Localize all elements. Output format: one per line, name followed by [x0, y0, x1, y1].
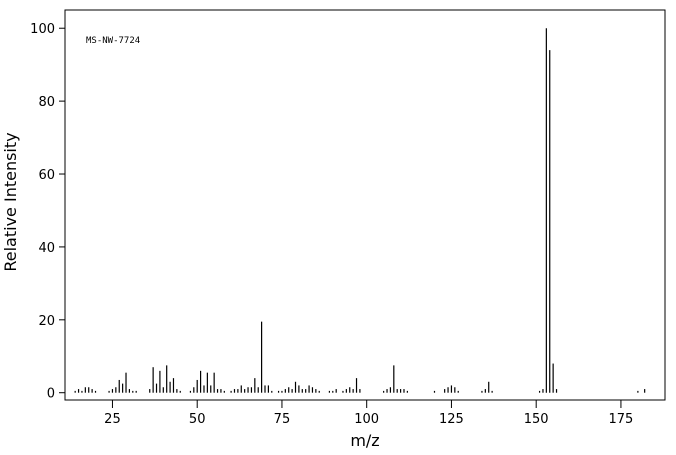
y-axis-label: Relative Intensity — [1, 132, 20, 271]
y-tick-label: 40 — [38, 241, 55, 256]
x-tick-label: 125 — [439, 412, 464, 427]
x-tick-label: 50 — [189, 412, 206, 427]
x-tick-label: 75 — [274, 412, 291, 427]
y-tick-label: 0 — [47, 387, 55, 402]
x-tick-label: 100 — [354, 412, 379, 427]
y-tick-label: 20 — [38, 314, 55, 329]
x-tick-label: 25 — [104, 412, 121, 427]
y-tick-label: 100 — [30, 22, 55, 37]
y-tick-label: 80 — [38, 95, 55, 110]
plot-frame — [64, 9, 666, 401]
x-axis-label: m/z — [350, 431, 379, 450]
annotation: MS-NW-7724 — [86, 36, 140, 46]
x-tick-label: 150 — [524, 412, 549, 427]
x-tick-label: 175 — [609, 412, 634, 427]
y-tick-label: 60 — [38, 168, 55, 183]
